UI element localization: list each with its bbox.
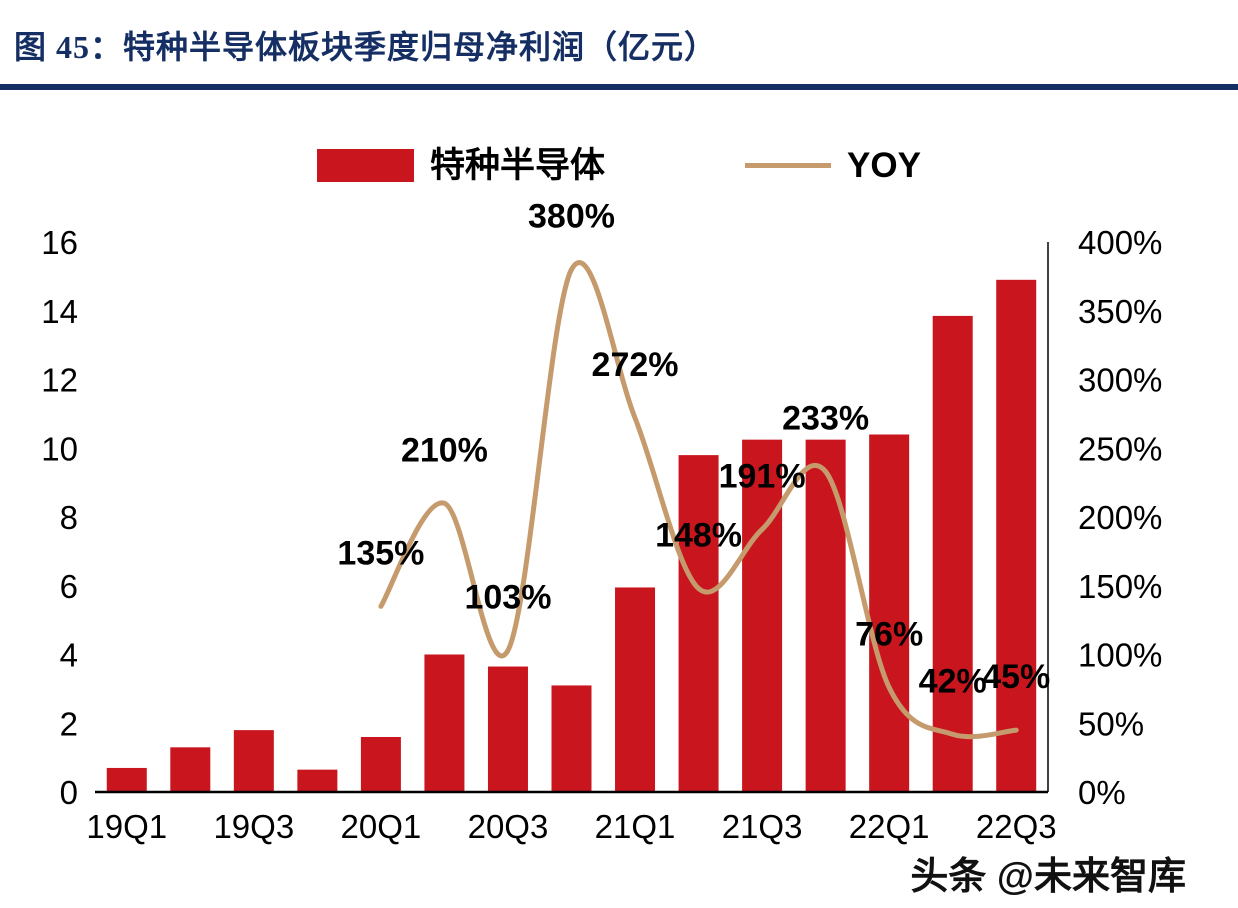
bar-19Q4 [297,769,338,792]
x-axis-tick-label: 21Q3 [722,808,803,845]
yoy-data-label: 191% [719,457,806,495]
left-axis-tick-label: 12 [41,362,78,399]
bar-20Q3 [487,666,528,792]
right-axis-tick-label: 400% [1078,224,1162,261]
bar-22Q3 [996,279,1037,792]
yoy-data-label: 233% [782,400,869,438]
legend-bar-label: 特种半导体 [430,146,606,185]
yoy-data-label: 45% [982,658,1050,696]
bar-21Q2 [678,455,719,792]
bar-20Q2 [424,654,465,792]
x-axis-tick-label: 20Q3 [468,808,549,845]
legend-line-label: YOY [847,146,921,185]
yoy-data-label: 210% [401,431,488,469]
bar-21Q3 [742,439,783,792]
x-axis-tick-label: 22Q3 [976,808,1057,845]
left-axis-tick-label: 14 [41,293,78,330]
bar-19Q1 [106,767,147,792]
left-axis-tick-label: 4 [60,637,78,674]
bar-21Q4 [805,439,846,792]
right-axis-tick-label: 200% [1078,499,1162,536]
yoy-data-label: 380% [528,198,615,236]
x-axis-tick-label: 19Q3 [213,808,294,845]
right-axis-tick-label: 150% [1078,568,1162,605]
yoy-data-label: 135% [337,534,424,572]
watermark: 头条 @未来智库 [910,856,1186,898]
x-axis-tick-label: 22Q1 [849,808,930,845]
legend: 特种半导体 YOY [0,148,1238,183]
left-axis-tick-label: 0 [60,774,78,811]
right-axis-tick-label: 250% [1078,430,1162,467]
left-axis-tick-label: 8 [60,499,78,536]
left-axis-tick-label: 2 [60,705,78,742]
right-axis-tick-label: 0% [1078,774,1126,811]
right-axis-tick-label: 300% [1078,362,1162,399]
bar-20Q1 [360,737,401,792]
chart-area: 特种半导体 YOY 0 2 4 6 8 10 12 14 16 0% 50% 100% 150% 200%… [0,90,1238,908]
right-axis-tick-label: 100% [1078,637,1162,674]
yoy-data-label: 148% [655,517,742,555]
chart-plot: 0 2 4 6 8 10 12 14 16 0% 50% 100% 150% 200% 250% 300% 35… [41,198,1162,846]
right-axis-tick-label: 350% [1078,293,1162,330]
left-axis-tick-label: 6 [60,568,78,605]
yoy-data-label: 76% [855,616,923,654]
bar-20Q4 [551,685,592,792]
x-axis-tick-label: 21Q1 [595,808,676,845]
bar-19Q3 [233,730,274,792]
x-axis-tick-label: 19Q1 [86,808,167,845]
header: 图 45：特种半导体板块季度归母净利润（亿元） [0,0,1238,90]
bar-22Q2 [932,315,973,792]
bar-21Q1 [615,587,656,792]
legend-line-swatch-icon [745,163,832,168]
bar-22Q1 [869,434,910,792]
x-axis-tick-label: 20Q1 [341,808,422,845]
yoy-data-label: 103% [464,578,551,616]
yoy-data-label: 42% [919,662,987,700]
legend-bar-swatch-icon [317,149,415,182]
left-axis-tick-label: 10 [41,430,78,467]
yoy-data-label: 272% [592,346,679,384]
page-title: 图 45：特种半导体板块季度归母净利润（亿元） [14,29,718,65]
right-axis-tick-label: 50% [1078,705,1144,742]
bar-19Q2 [170,747,211,792]
left-axis-tick-label: 16 [41,224,78,261]
yoy-line [378,260,1019,740]
